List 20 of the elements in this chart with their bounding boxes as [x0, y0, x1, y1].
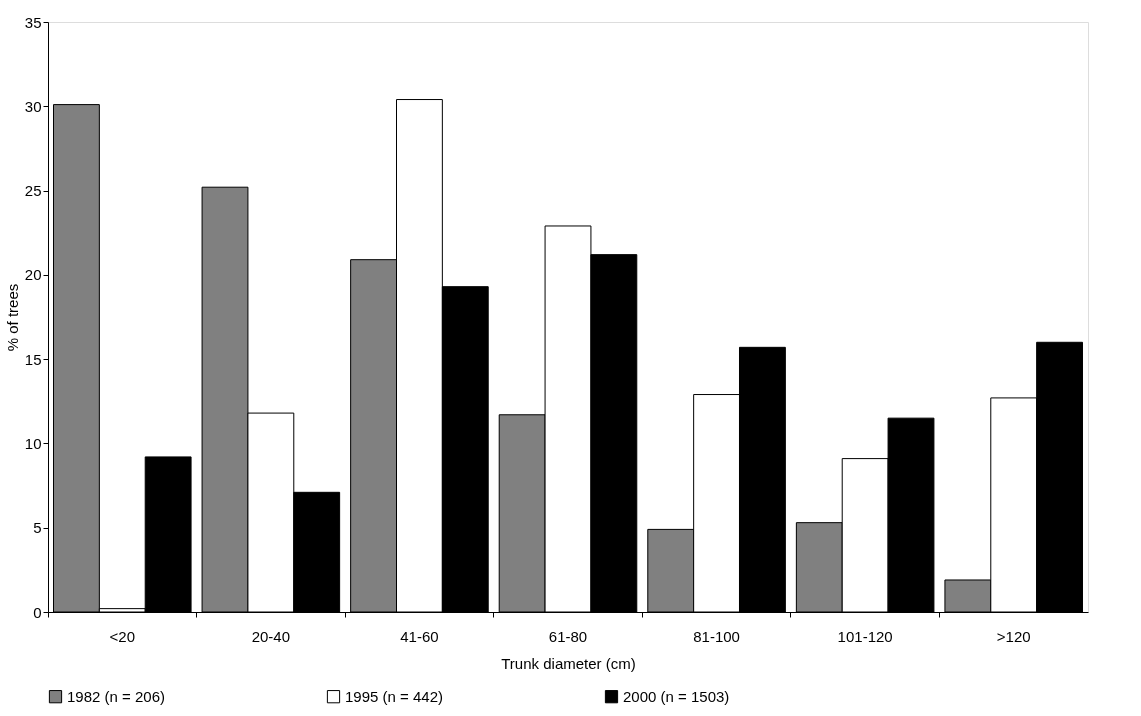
x-tick-label: 41-60	[400, 627, 439, 645]
x-tick-label: 61-80	[548, 627, 588, 645]
y-tick-label: 15	[24, 350, 42, 368]
x-tick-label: >120	[996, 627, 1031, 645]
x-tick-label: 20-40	[251, 627, 291, 645]
y-axis-title: % of trees	[3, 283, 21, 352]
legend-label: 2000 (n = 1503)	[623, 687, 730, 705]
y-tick-label: 10	[24, 434, 42, 452]
x-tick-label: <20	[109, 627, 136, 645]
x-tick-label: 101-120	[837, 627, 893, 645]
y-tick-label: 5	[33, 519, 42, 537]
y-tick-label: 0	[33, 603, 42, 621]
y-tick-label: 25	[24, 182, 42, 200]
y-tick-label: 30	[24, 97, 42, 115]
y-tick-label: 35	[24, 13, 42, 31]
legend-label: 1982 (n = 206)	[67, 687, 165, 705]
x-tick-label: 81-100	[693, 627, 740, 645]
legend-label: 1995 (n = 442)	[345, 687, 443, 705]
y-tick-label: 20	[24, 266, 42, 284]
x-axis-title: Trunk diameter (cm)	[501, 654, 636, 672]
